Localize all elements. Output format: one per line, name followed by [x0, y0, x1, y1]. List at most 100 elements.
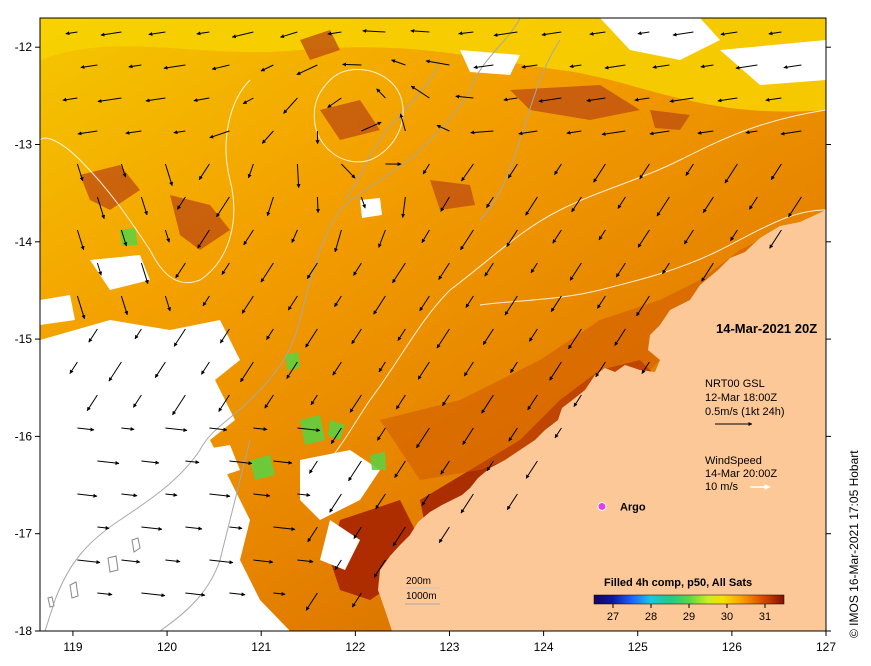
current-vector — [462, 427, 474, 445]
cool-patches — [120, 228, 386, 480]
current-vector — [463, 361, 474, 377]
current-vector — [121, 559, 141, 564]
current-vector — [120, 229, 128, 247]
current-vector — [140, 196, 148, 216]
argo-float-marker[interactable] — [597, 501, 607, 511]
current-vector — [242, 97, 254, 105]
colorbar-ramp — [593, 594, 785, 605]
current-vector — [554, 163, 562, 176]
colorbar: Filled 4h comp, p50, All Sats 27 28 29 30 31 — [593, 577, 785, 623]
current-vector — [538, 97, 562, 103]
current-vector — [121, 493, 138, 498]
current-vector — [247, 163, 254, 179]
current-vector — [198, 163, 210, 181]
current-vector — [486, 196, 494, 209]
current-vector — [209, 130, 230, 139]
colorbar-ticks: 27 28 29 30 31 — [607, 604, 771, 623]
current-vector — [421, 493, 430, 506]
isobath-legend-1000m: 1000m — [406, 591, 437, 602]
current-vector — [100, 31, 122, 37]
current-vector — [458, 31, 474, 36]
current-vector — [662, 262, 670, 275]
current-vector — [241, 295, 254, 314]
colorbar-tick-label: 30 — [721, 611, 733, 623]
current-vector — [593, 163, 606, 183]
current-vector — [351, 592, 362, 608]
current-vector — [507, 163, 518, 179]
current-vector — [669, 97, 694, 103]
colorbar-tick-label: 29 — [683, 611, 695, 623]
current-vector — [291, 229, 298, 243]
current-vector — [76, 229, 85, 251]
current-vector — [598, 229, 606, 241]
current-vector — [482, 328, 494, 346]
islands — [47, 537, 141, 608]
current-vector — [209, 493, 231, 498]
current-vector — [185, 526, 203, 531]
current-vector — [145, 97, 166, 103]
current-vector — [493, 31, 518, 37]
current-vector — [639, 163, 650, 180]
current-vector — [376, 427, 386, 441]
current-vector — [568, 328, 582, 350]
current-vector — [97, 460, 120, 465]
current-vector — [200, 361, 210, 375]
current-vector — [308, 460, 318, 474]
current-vector — [595, 361, 606, 378]
current-vector — [470, 130, 494, 135]
current-vector — [614, 328, 626, 346]
current-vector — [637, 31, 650, 36]
current-vector — [788, 196, 802, 218]
current-vector — [486, 460, 494, 472]
current-vector — [97, 592, 113, 597]
credit-vertical: © IMOS 16-Mar-2021 17:05 Hobart — [847, 450, 861, 638]
current-vector — [348, 460, 362, 482]
isobath-legend-200m: 200m — [406, 576, 431, 587]
colorbar-tick-label: 31 — [759, 611, 771, 623]
current-vector — [783, 64, 802, 70]
current-vector — [373, 559, 386, 578]
wind-legend-time: 14-Mar 20:00Z — [705, 468, 777, 480]
current-vector — [683, 229, 694, 245]
current-vector — [164, 229, 171, 243]
current-vector — [552, 229, 562, 244]
current-vector — [287, 295, 298, 311]
current-vector — [286, 361, 298, 379]
current-vector — [465, 295, 474, 308]
current-vector — [566, 130, 582, 135]
current-vector — [685, 163, 694, 176]
current-vector — [748, 196, 758, 210]
current-vector — [216, 196, 230, 218]
current-vector — [219, 328, 230, 344]
current-vector — [260, 64, 274, 72]
current-vector — [280, 31, 298, 39]
current-vector — [96, 196, 106, 220]
current-vector — [656, 196, 670, 217]
current-vector — [401, 196, 406, 218]
current-vector — [80, 64, 98, 69]
current-vector — [221, 262, 230, 275]
current-vector — [341, 163, 356, 179]
x-tick-label: 123 — [439, 640, 459, 654]
current-vector — [484, 262, 494, 277]
x-tick-label: 127 — [816, 640, 836, 654]
current-vector — [378, 229, 386, 248]
current-vector — [510, 361, 518, 374]
x-tick-label: 122 — [345, 640, 365, 654]
x-tick-label: 124 — [534, 640, 554, 654]
current-vector — [425, 59, 450, 66]
current-vector — [332, 361, 342, 376]
current-vector — [461, 163, 474, 182]
current-vector — [636, 295, 650, 317]
current-vector — [419, 295, 430, 312]
current-vector — [700, 64, 714, 69]
current-vector — [218, 394, 230, 412]
current-vector — [672, 31, 694, 37]
current-vector — [641, 361, 650, 374]
current-vector — [438, 262, 450, 280]
current-vector — [586, 97, 606, 103]
current-vector — [410, 29, 430, 34]
current-vector — [697, 130, 714, 135]
current-vector — [229, 526, 243, 530]
